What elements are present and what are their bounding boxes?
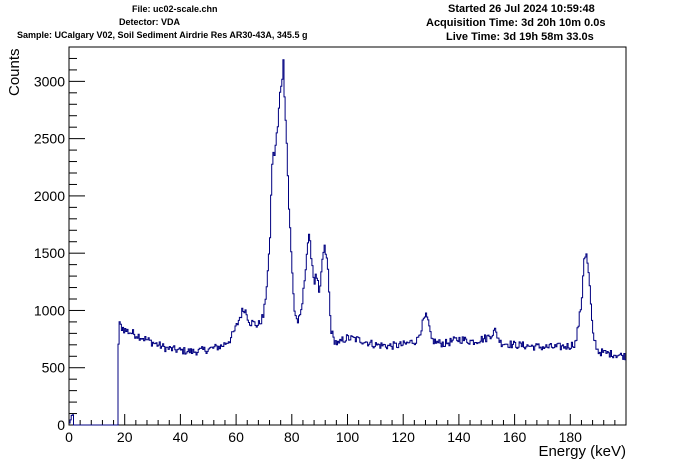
y-tick-label: 3000: [34, 73, 65, 89]
y-tick-label: 500: [42, 360, 66, 376]
x-axis-title: Energy (keV): [538, 443, 626, 460]
y-tick-label: 1000: [34, 302, 65, 318]
y-tick-label: 2000: [34, 188, 65, 204]
file-label: File: uc02-scale.chn: [132, 4, 218, 14]
detector-label: Detector: VDA: [119, 17, 181, 27]
x-tick-label: 180: [559, 429, 583, 445]
live-time-label: Live Time: 3d 19h 58m 33.0s: [446, 31, 594, 43]
x-tick-label: 0: [65, 429, 73, 445]
x-tick-label: 160: [503, 429, 527, 445]
x-tick-label: 80: [284, 429, 300, 445]
y-axis-title: Counts: [6, 48, 23, 96]
started-label: Started 26 Jul 2024 10:59:48: [448, 3, 595, 15]
x-tick-label: 100: [336, 429, 360, 445]
x-tick-label: 120: [392, 429, 416, 445]
x-tick-label: 140: [447, 429, 471, 445]
plot-frame: [68, 46, 627, 426]
acquisition-time-label: Acquisition Time: 3d 20h 10m 0.0s: [426, 17, 606, 29]
y-tick-label: 0: [57, 417, 65, 433]
sample-label: Sample: UCalgary V02, Soil Sediment Aird…: [17, 30, 308, 40]
y-tick-label: 1500: [34, 245, 65, 261]
y-tick-label: 2500: [34, 131, 65, 147]
x-tick-label: 60: [228, 429, 244, 445]
x-tick-label: 40: [173, 429, 189, 445]
x-tick-label: 20: [117, 429, 133, 445]
spectrum-line: [69, 59, 626, 426]
